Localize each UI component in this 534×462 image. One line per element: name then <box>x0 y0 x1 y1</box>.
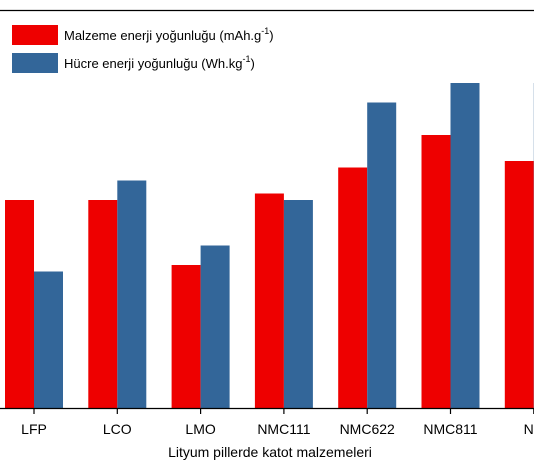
bar-material-nc <box>504 161 534 408</box>
bar-material-nmc111 <box>254 193 284 408</box>
x-tick-label-nc: NC <box>524 421 534 437</box>
x-tick-label-nmc811: NMC811 <box>423 421 477 437</box>
legend-swatch-cell <box>12 53 58 73</box>
bar-cell-lmo <box>200 245 230 408</box>
bar-cell-nmc811 <box>450 83 480 408</box>
x-tick-label-lco: LCO <box>103 421 132 437</box>
bar-cell-nmc111 <box>283 200 313 408</box>
bar-material-nmc811 <box>421 135 451 408</box>
bar-cell-nmc622 <box>367 102 397 408</box>
bar-material-lco <box>88 200 118 408</box>
legend-label-cell: Hücre enerji yoğunluğu (Wh.kg-1) <box>64 54 255 71</box>
legend: Malzeme enerji yoğunluğu (mAh.g-1) Hücre… <box>12 25 274 73</box>
bar-cell-lfp <box>34 271 63 408</box>
x-tick-label-lmo: LMO <box>185 421 215 437</box>
legend-label-material: Malzeme enerji yoğunluğu (mAh.g-1) <box>64 26 274 43</box>
x-tick-label-lfp: LFP <box>21 421 47 437</box>
bar-cell-lco <box>117 180 147 408</box>
x-tick-labels-group: LFP LCO LMO NMC111 NMC622 NMC811 NC <box>21 421 534 437</box>
x-tick-label-nmc622: NMC622 <box>340 421 395 437</box>
legend-swatch-material <box>12 25 58 45</box>
x-tick-label-nmc111: NMC111 <box>257 421 310 437</box>
x-axis-title: Lityum pillerde katot malzemeleri <box>168 444 372 460</box>
bars-group <box>5 83 534 408</box>
bar-material-lmo <box>171 265 201 408</box>
bar-material-lfp <box>5 200 34 408</box>
bar-material-nmc622 <box>338 167 368 408</box>
